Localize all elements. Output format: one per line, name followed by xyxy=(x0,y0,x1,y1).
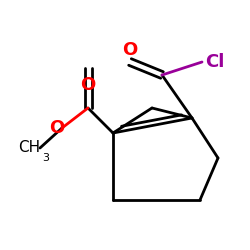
Text: CH: CH xyxy=(18,140,40,156)
Text: O: O xyxy=(49,119,64,137)
Text: 3: 3 xyxy=(42,153,49,163)
Text: O: O xyxy=(80,76,96,94)
Text: O: O xyxy=(122,41,138,59)
Text: Cl: Cl xyxy=(205,53,225,71)
